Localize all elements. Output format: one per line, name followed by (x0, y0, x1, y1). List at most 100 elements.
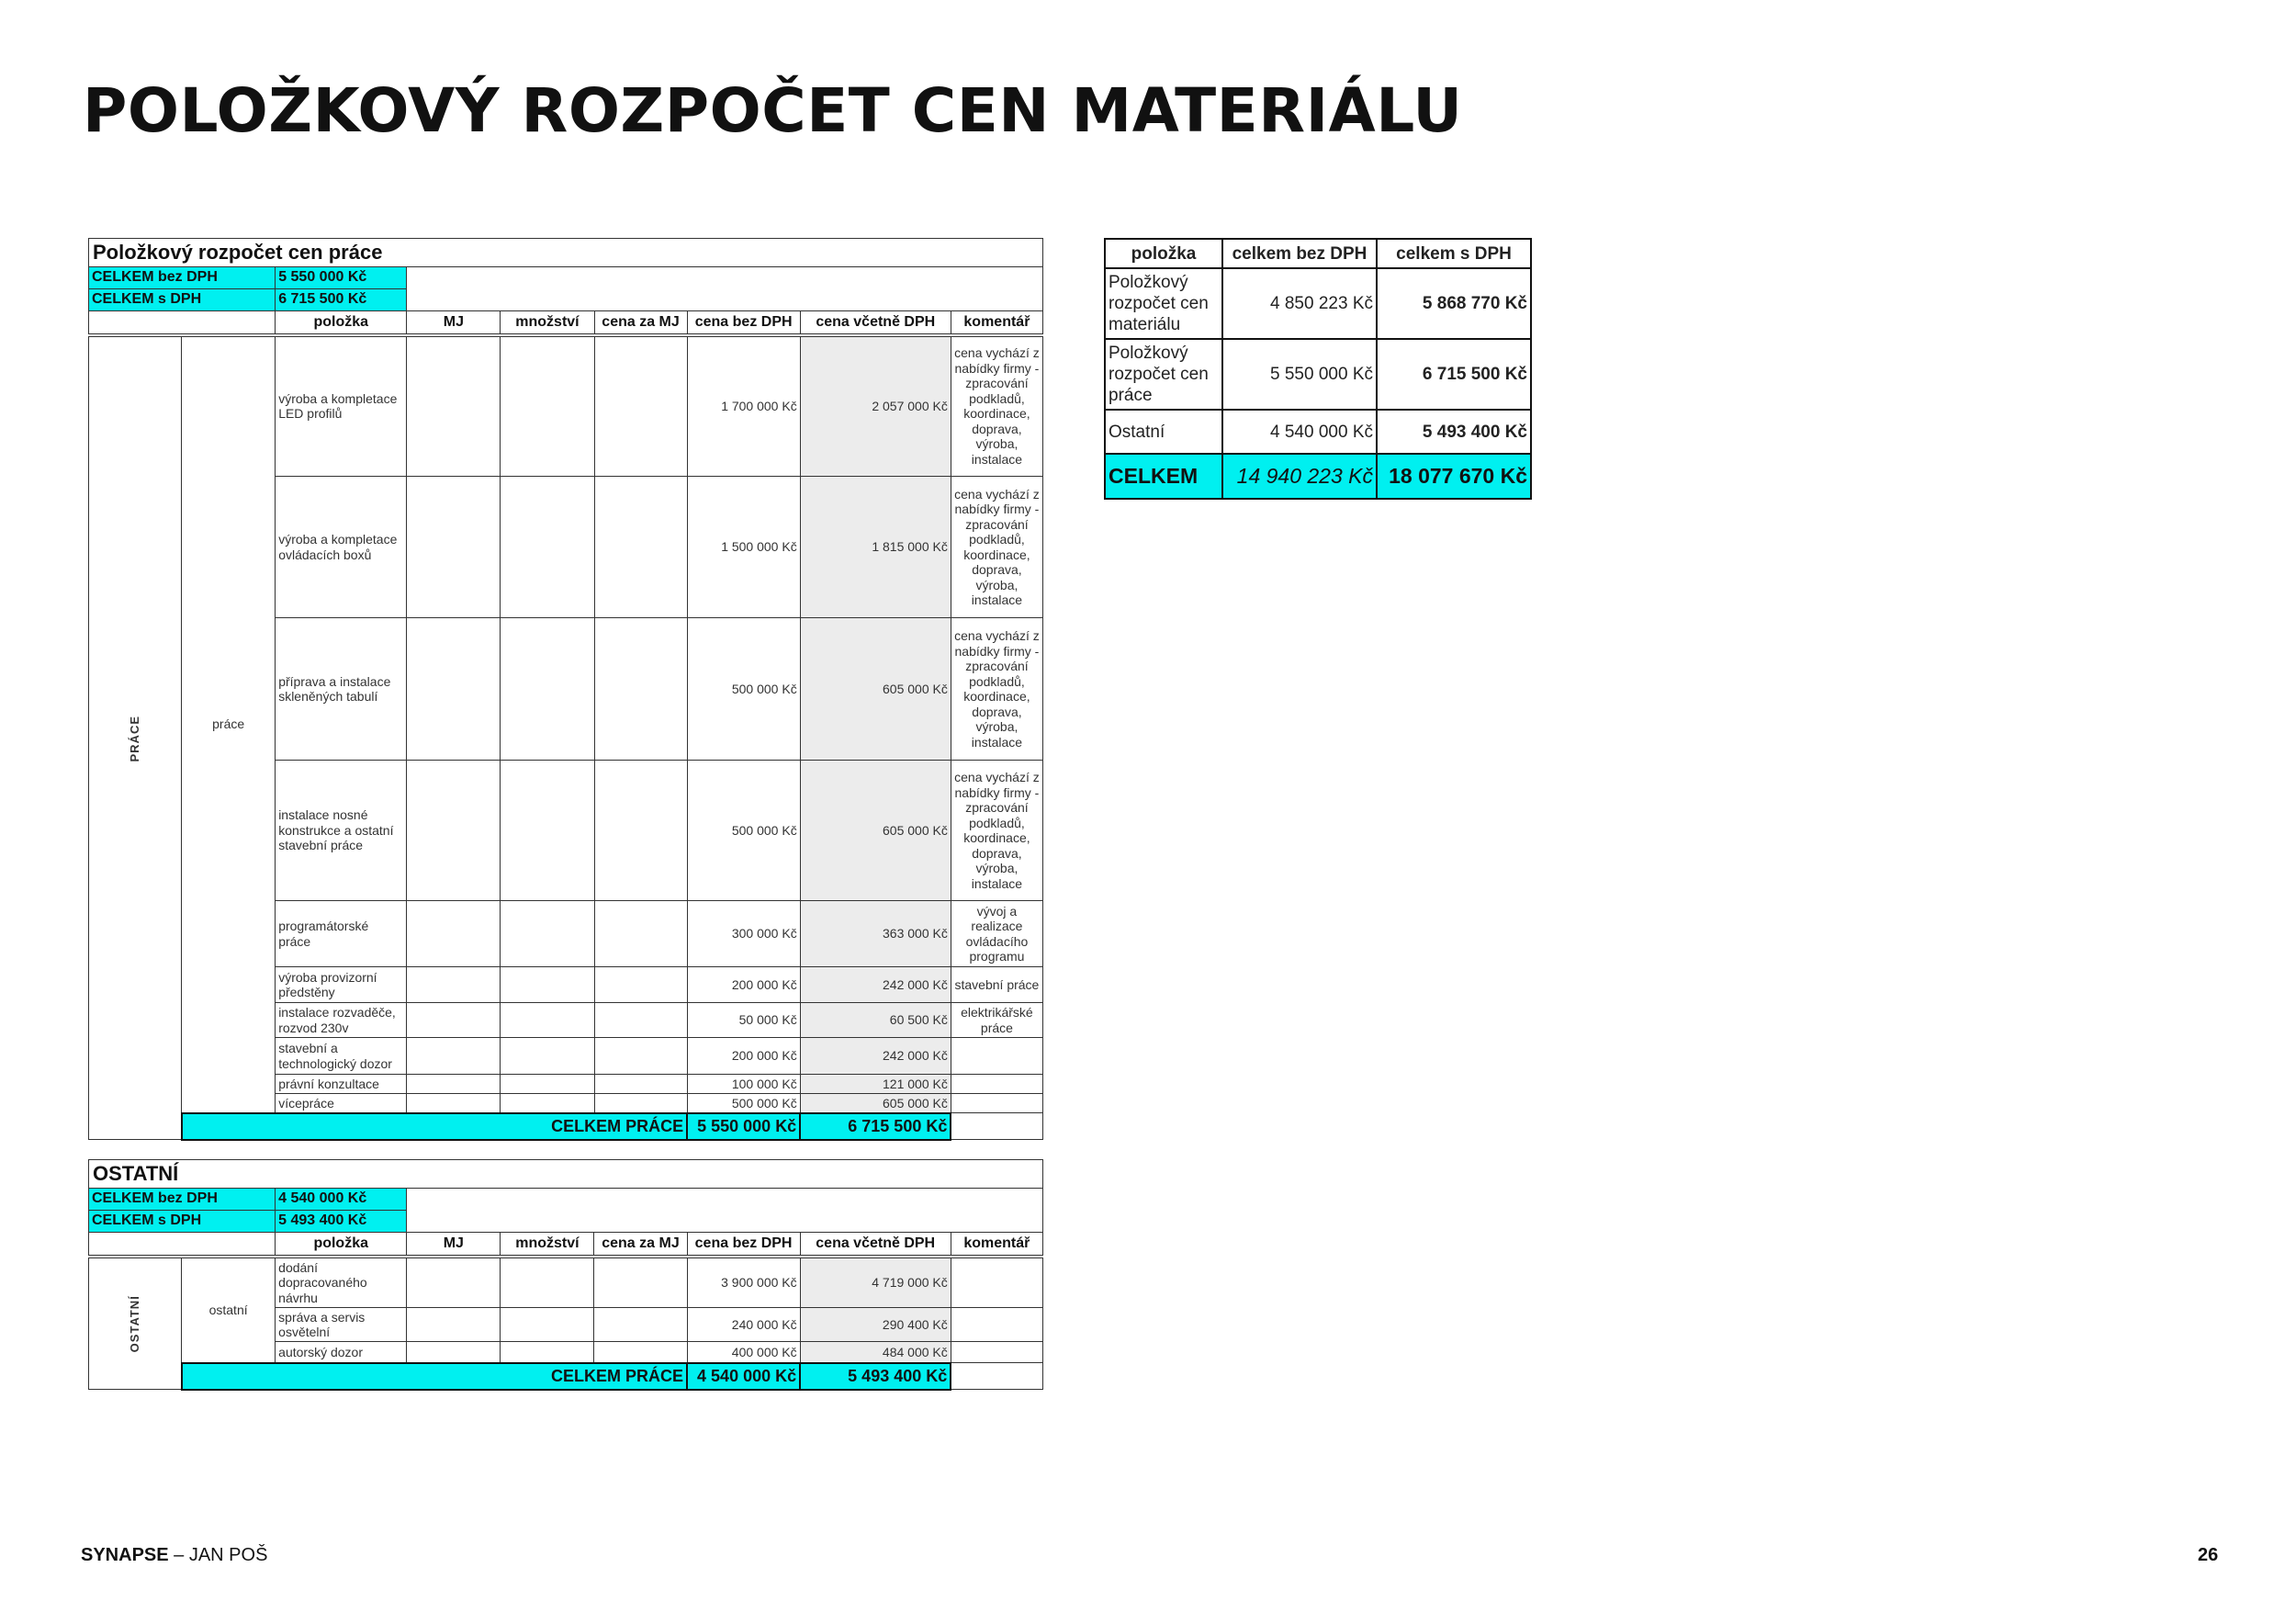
column-header: komentář (950, 1232, 1044, 1258)
comment (950, 1307, 1044, 1342)
price-incl: 605 000 Kč (799, 617, 951, 761)
blank-cell (406, 1188, 1043, 1233)
summary-row: Položkový rozpočet cen práce 5 550 000 K… (1104, 338, 1532, 411)
price-incl: 363 000 Kč (799, 900, 951, 967)
summary-excl: 4 850 223 Kč (1221, 267, 1378, 340)
table-row: autorský dozor 400 000 Kč 484 000 Kč (89, 1341, 1044, 1363)
work-budget-table: Položkový rozpočet cen práce CELKEM bez D… (87, 238, 1044, 1141)
comment (950, 1256, 1044, 1308)
table-row: OSTATNÍ ostatní dodání dopracovaného návrh… (87, 1256, 1044, 1390)
blank-cell (950, 1112, 1044, 1140)
column-header-row: položka MJ množství cena za MJ cena bez DPH c… (87, 1232, 1044, 1258)
total-excl-row: CELKEM bez DPH 5 550 000 Kč (87, 266, 1043, 311)
column-header: cena bez DPH (686, 310, 801, 337)
table-row: stavební a technologický dozor 200 000 Kč… (89, 1037, 1044, 1075)
summary-excl: 5 550 000 Kč (1221, 338, 1378, 411)
footer-separator: – (168, 1545, 189, 1565)
total-incl-value: 6 715 500 Kč (275, 288, 408, 311)
quantity-cell (500, 1307, 595, 1342)
quantity-cell (500, 334, 595, 477)
column-header: komentář (950, 310, 1044, 337)
item-name: programátorské práce (275, 900, 408, 967)
unit-price-cell (593, 1037, 688, 1075)
column-header: cena za MJ (593, 310, 688, 337)
summary-header: celkem bez DPH (1221, 238, 1378, 269)
group-label: PRÁCE (87, 334, 183, 1140)
summary-table: položka celkem bez DPH celkem s DPH Polo… (1104, 238, 1532, 500)
comment: vývoj a realizace ovládacího programu (950, 900, 1044, 967)
price-incl: 290 400 Kč (799, 1307, 951, 1342)
table-title: Položkový rozpočet cen práce (88, 238, 1043, 267)
table-row: programátorské práce 300 000 Kč 363 000 Kč… (89, 900, 1044, 967)
summary-total-row: CELKEM 14 940 223 Kč 18 077 670 Kč (1104, 453, 1532, 500)
quantity-cell (500, 617, 595, 761)
quantity-cell (500, 1074, 595, 1094)
unit-price-cell (593, 1074, 688, 1094)
total-incl-label: CELKEM s DPH (87, 1210, 276, 1233)
unit-price-cell (593, 1307, 688, 1342)
quantity-cell (500, 1093, 595, 1113)
quantity-cell (500, 900, 595, 967)
item-name: dodání dopracovaného návrhu (275, 1256, 408, 1308)
item-name: výroba a kompletace ovládacích boxů (275, 476, 408, 618)
comment: elektrikářské práce (950, 1002, 1044, 1038)
table-row: PRÁCE práce výroba a kompletace LED profil… (87, 334, 1044, 1140)
sum-row: CELKEM PRÁCE 5 550 000 Kč 6 715 500 Kč (89, 1111, 1044, 1141)
other-budget-table: OSTATNÍ CELKEM bez DPH 4 540 000 Kč CELKEM … (87, 1159, 1044, 1391)
mj-cell (406, 760, 501, 901)
price-excl: 1 500 000 Kč (686, 476, 801, 618)
summary-header: celkem s DPH (1376, 238, 1532, 269)
column-header: cena včetně DPH (799, 1232, 951, 1258)
item-name: vícepráce (275, 1093, 408, 1113)
column-header: MJ (406, 1232, 501, 1258)
blank-cell (87, 310, 276, 337)
summary-item: Ostatní (1104, 409, 1223, 455)
subgroup-label: práce (181, 334, 276, 1113)
table-title-row: OSTATNÍ (88, 1159, 1043, 1189)
total-incl-row: CELKEM s DPH 5 493 400 Kč (87, 1210, 1043, 1233)
blank-cell (950, 1362, 1044, 1390)
unit-price-cell (593, 617, 688, 761)
price-excl: 200 000 Kč (686, 1037, 801, 1075)
price-excl: 3 900 000 Kč (686, 1256, 801, 1308)
summary-header: položka (1104, 238, 1223, 269)
unit-price-cell (593, 334, 688, 477)
unit-price-cell (593, 1093, 688, 1113)
price-incl: 605 000 Kč (799, 1093, 951, 1113)
subgroup-label: ostatní (181, 1256, 276, 1363)
price-excl: 200 000 Kč (686, 966, 801, 1003)
sum-incl: 5 493 400 Kč (799, 1361, 952, 1391)
summary-total-incl: 18 077 670 Kč (1376, 453, 1532, 500)
group-label: OSTATNÍ (87, 1256, 183, 1390)
total-excl-value: 5 550 000 Kč (275, 266, 408, 289)
total-incl-row: CELKEM s DPH 6 715 500 Kč (87, 288, 1043, 311)
price-excl: 1 700 000 Kč (686, 334, 801, 477)
table-row: vícepráce 500 000 Kč 605 000 Kč (89, 1093, 1044, 1113)
mj-cell (406, 1093, 501, 1113)
mj-cell (406, 1341, 501, 1363)
price-incl: 242 000 Kč (799, 1037, 951, 1075)
summary-incl: 6 715 500 Kč (1376, 338, 1532, 411)
item-name: právní konzultace (275, 1074, 408, 1094)
item-name: stavební a technologický dozor (275, 1037, 408, 1075)
item-name: instalace nosné konstrukce a ostatní sta… (275, 760, 408, 901)
summary-item: Položkový rozpočet cen materiálu (1104, 267, 1223, 340)
column-header: cena včetně DPH (799, 310, 951, 337)
summary-item: Položkový rozpočet cen práce (1104, 338, 1223, 411)
column-header: položka (275, 1232, 408, 1258)
price-excl: 500 000 Kč (686, 1093, 801, 1113)
mj-cell (406, 1002, 501, 1038)
page-title: POLOŽKOVÝ ROZPOČET CEN MATERIÁLU (83, 75, 1463, 146)
column-header: položka (275, 310, 408, 337)
price-excl: 400 000 Kč (686, 1341, 801, 1363)
mj-cell (406, 476, 501, 618)
quantity-cell (500, 760, 595, 901)
price-incl: 1 815 000 Kč (799, 476, 951, 618)
price-excl: 50 000 Kč (686, 1002, 801, 1038)
summary-row: Položkový rozpočet cen materiálu 4 850 2… (1104, 267, 1532, 340)
footer-author: JAN POŠ (188, 1545, 268, 1565)
group-label-text: OSTATNÍ (127, 1295, 141, 1353)
sum-row: CELKEM PRÁCE 4 540 000 Kč 5 493 400 Kč (89, 1361, 1044, 1391)
price-incl: 4 719 000 Kč (799, 1256, 951, 1308)
unit-price-cell (593, 476, 688, 618)
